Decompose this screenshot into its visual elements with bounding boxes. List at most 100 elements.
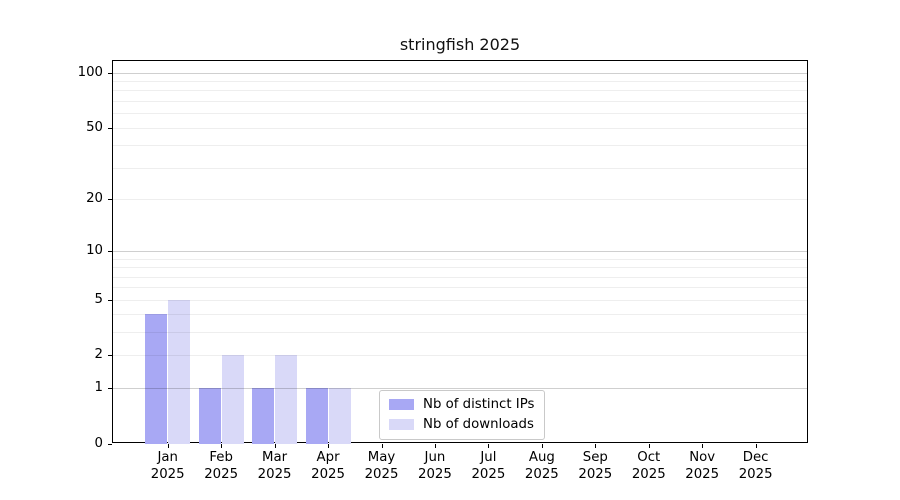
gridline-major	[113, 387, 807, 389]
gridline-minor	[113, 267, 807, 269]
x-tick-year: 2025	[150, 467, 185, 482]
bar-distinct-ips-jan	[145, 314, 168, 444]
x-tick-month: Jan	[157, 450, 178, 465]
x-tick-year: 2025	[471, 467, 506, 482]
bar-downloads-feb	[221, 355, 244, 444]
x-tick-mark	[755, 444, 757, 448]
x-tick-label: May 2025	[350, 449, 414, 483]
legend-label-downloads: Nb of downloads	[423, 417, 534, 432]
bar-distinct-ips-feb	[198, 387, 221, 444]
y-tick-label: 1	[94, 379, 103, 395]
y-tick-mark	[108, 72, 112, 74]
x-tick-month: Feb	[209, 450, 233, 465]
y-tick-label: 20	[86, 190, 103, 206]
bar-distinct-ips-mar	[252, 387, 275, 444]
x-tick-label: Nov 2025	[670, 449, 734, 483]
x-tick-month: Jun	[424, 450, 446, 465]
bar-downloads-mar	[275, 355, 298, 444]
gridline-major	[113, 250, 807, 252]
x-tick-year: 2025	[418, 467, 452, 482]
plot-area: Nb of distinct IPs Nb of downloads 100 50…	[78, 60, 808, 482]
x-tick-mark	[381, 444, 383, 448]
x-tick-month: Oct	[637, 450, 661, 465]
bar-downloads-jan	[168, 299, 191, 444]
gridline-minor	[113, 167, 807, 169]
y-tick-mark	[108, 127, 112, 129]
x-tick-mark	[328, 444, 330, 448]
x-tick-label: Dec 2025	[724, 449, 788, 483]
gridline-minor	[113, 355, 807, 357]
x-tick-label: Jan 2025	[136, 449, 200, 483]
x-tick-mark	[488, 444, 490, 448]
chart-title: stringfish 2025	[399, 35, 521, 54]
y-tick-mark	[108, 299, 112, 301]
y-tick-label: 100	[77, 64, 103, 80]
y-tick-label: 2	[94, 347, 103, 363]
x-tick-mark	[167, 444, 169, 448]
gridline-minor	[113, 113, 807, 115]
x-tick-label: Jul 2025	[456, 449, 520, 483]
gridline-minor	[113, 314, 807, 316]
x-tick-year: 2025	[311, 467, 345, 482]
x-tick-mark	[648, 444, 650, 448]
bar-downloads-apr	[328, 387, 351, 444]
x-tick-year: 2025	[685, 467, 720, 482]
legend-item-downloads: Nb of downloads	[389, 416, 534, 433]
x-tick-month: Apr	[316, 450, 340, 465]
x-tick-year: 2025	[524, 467, 559, 482]
x-tick-month: Aug	[528, 450, 555, 465]
chart-legend: Nb of distinct IPs Nb of downloads	[379, 390, 546, 440]
x-tick-month: Jul	[480, 450, 497, 465]
y-tick-label: 50	[86, 119, 103, 135]
x-tick-year: 2025	[631, 467, 666, 482]
x-tick-year: 2025	[738, 467, 773, 482]
gridline-minor	[113, 81, 807, 83]
legend-item-distinct-ips: Nb of distinct IPs	[389, 396, 534, 413]
y-tick-mark	[108, 198, 112, 200]
gridline-minor	[113, 299, 807, 301]
x-tick-month: Mar	[262, 450, 288, 465]
gridline-minor	[113, 101, 807, 103]
x-tick-mark	[702, 444, 704, 448]
x-tick-year: 2025	[578, 467, 613, 482]
gridline-minor	[113, 287, 807, 289]
x-tick-year: 2025	[204, 467, 239, 482]
legend-swatch-downloads	[389, 419, 414, 430]
x-tick-mark	[541, 444, 543, 448]
legend-label-distinct-ips: Nb of distinct IPs	[423, 397, 535, 412]
x-tick-mark	[595, 444, 597, 448]
gridline-minor	[113, 127, 807, 129]
y-tick-mark	[108, 250, 112, 252]
x-tick-month: Dec	[742, 450, 769, 465]
y-tick-mark	[108, 387, 112, 389]
x-tick-mark	[434, 444, 436, 448]
gridline-minor	[113, 198, 807, 200]
gridline-major	[113, 72, 807, 74]
gridline-minor	[113, 90, 807, 92]
x-tick-month: May	[367, 450, 396, 465]
x-tick-month: Sep	[582, 450, 608, 465]
gridline-minor	[113, 145, 807, 147]
bar-distinct-ips-apr	[305, 387, 328, 444]
x-tick-label: Oct 2025	[617, 449, 681, 483]
gridline-minor	[113, 332, 807, 334]
x-tick-year: 2025	[364, 467, 399, 482]
x-tick-year: 2025	[257, 467, 292, 482]
gridline-minor	[113, 258, 807, 260]
y-tick-label: 5	[94, 291, 103, 307]
x-tick-label: Feb 2025	[189, 449, 253, 483]
x-tick-mark	[221, 444, 223, 448]
x-tick-mark	[274, 444, 276, 448]
y-tick-mark	[108, 443, 112, 445]
x-tick-label: Jun 2025	[403, 449, 467, 483]
gridline-minor	[113, 276, 807, 278]
y-tick-mark	[108, 355, 112, 357]
x-tick-label: Apr 2025	[296, 449, 360, 483]
legend-swatch-distinct-ips	[389, 399, 414, 410]
x-tick-label: Aug 2025	[510, 449, 574, 483]
y-tick-label: 0	[94, 435, 103, 451]
x-tick-month: Nov	[689, 450, 716, 465]
x-tick-label: Sep 2025	[563, 449, 627, 483]
x-tick-label: Mar 2025	[243, 449, 307, 483]
